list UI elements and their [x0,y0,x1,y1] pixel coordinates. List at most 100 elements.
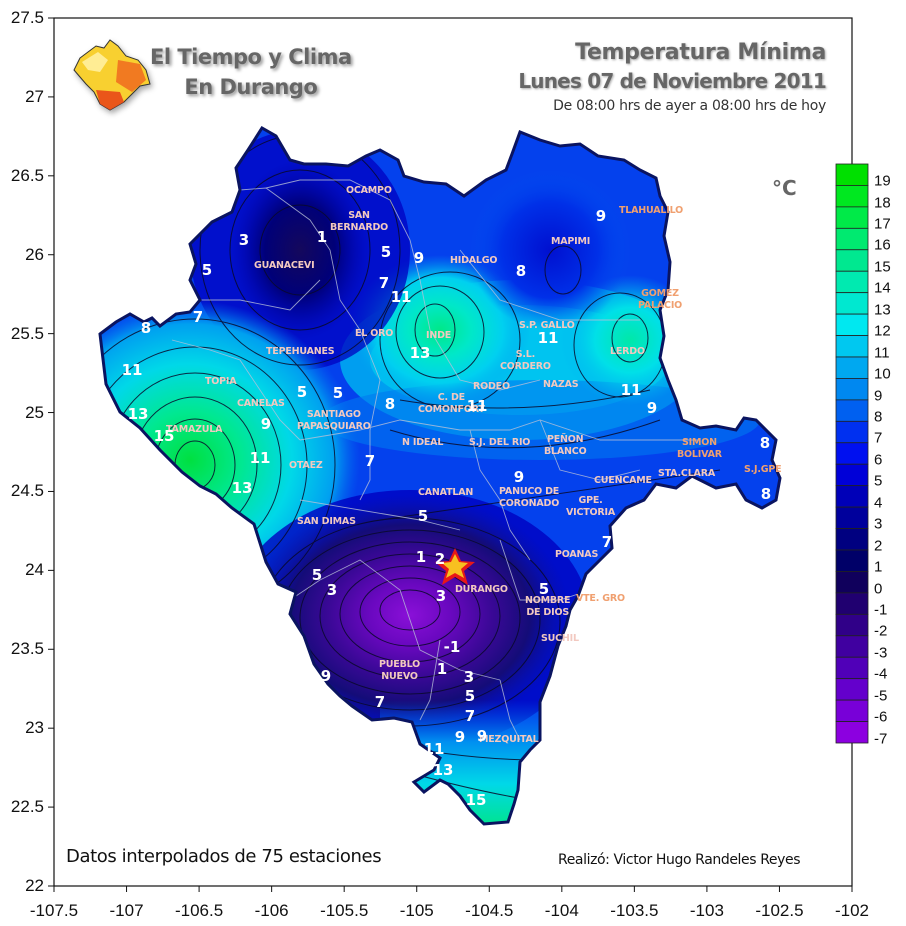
municipality-label: S.J. DEL RIO [469,437,531,448]
x-tick-label: -107 [109,901,144,920]
municipality-label: STA.CLARA [658,468,715,479]
durango-capital-star-icon [435,548,475,585]
colorbar-label: 10 [874,365,891,383]
contour-value-label: 3 [326,581,338,599]
y-tick-label: 26 [25,244,44,264]
colorbar-label: 3 [874,515,883,533]
municipality-label: GOMEZ PALACIO [638,288,683,311]
colorbar-label: 5 [874,472,883,490]
colorbar-swatch [835,356,869,379]
colorbar-label: 14 [874,279,891,297]
contour-value-label: 13 [127,405,149,423]
municipality-label: SANTIAGO PAPASQUIARO [297,409,371,432]
contour-value-label: 5 [464,687,476,705]
x-tick-label: -103.5 [610,901,659,920]
y-tick-label: 23 [25,718,44,738]
colorbar-swatch [835,249,869,272]
municipality-label: PUEBLO NUEVO [379,659,420,682]
municipality-label: SUCHIL [541,633,579,644]
y-tick-label: 22 [25,876,44,895]
contour-value-label: 3 [238,231,250,249]
contour-value-label: 7 [464,707,476,725]
contour-value-label: 7 [601,533,613,551]
colorbar-swatch [835,571,869,594]
contour-value-label: 15 [465,791,487,809]
contour-value-label: 5 [538,580,550,598]
municipality-label: NOMBRE DE DIOS [525,595,571,618]
colorbar-swatch [835,721,869,744]
colorbar-swatch [835,206,869,229]
contour-value-label: 11 [121,361,143,379]
colorbar-swatch [835,163,869,186]
colorbar-label: 9 [874,387,883,405]
contour-value-label: 7 [364,452,376,470]
y-tick-label: 24 [25,560,44,580]
colorbar-label: 12 [874,322,891,340]
contour-value-label: 8 [384,395,396,413]
municipality-label: CUENCAME [594,475,652,486]
colorbar-swatch [835,678,869,701]
colorbar-swatch [835,420,869,444]
contour-value-label: 8 [759,434,771,452]
colorbar-swatch [835,463,869,487]
x-tick-label: -105.5 [320,901,369,920]
colorbar-label: -2 [874,622,888,640]
municipality-label: S.J.GPE [744,464,782,475]
municipality-label: EL ORO [355,328,394,339]
colorbar-label: 1 [874,558,883,576]
contour-value-label: 5 [201,261,213,279]
colorbar-label: 0 [874,580,883,598]
municipality-label: OCAMPO [346,185,392,196]
municipality-label: N IDEAL [402,437,444,448]
municipality-label: NAZAS [543,379,579,390]
logo-line-2: En Durango [184,75,318,99]
colorbar-label: 17 [874,215,891,233]
municipality-label: TOPIA [205,376,237,387]
colorbar-label: -4 [874,665,888,683]
contour-value-label: 8 [760,485,772,503]
municipality-label: CANATLAN [418,487,474,498]
municipality-label: CANELAS [237,398,285,409]
municipality-label: GUANACEVI [254,260,315,271]
y-tick-label: 24.5 [10,481,44,501]
chart-title: Temperatura Mínima [575,40,826,65]
contour-value-label: 13 [409,344,431,362]
colorbar-swatch [835,506,869,529]
colorbar-label: 18 [874,194,891,212]
municipality-label: SIMON BOLIVAR [677,437,722,460]
contour-value-label: 1 [316,228,328,246]
contour-value-label: 1 [436,660,448,678]
colorbar-swatch [835,592,869,615]
municipality-label: TEPEHUANES [266,346,335,357]
colorbar-swatch [835,699,869,722]
temperature-field [100,128,780,824]
chart-date: Lunes 07 de Noviembre 2011 [518,69,826,93]
colorbar-swatch [835,185,869,208]
contour-value-label: 7 [374,693,386,711]
colorbar-swatch [835,613,869,637]
contour-value-label: 2 [434,550,446,568]
x-tick-label: -105 [399,901,434,920]
contour-value-label: 5 [417,507,429,525]
x-tick-label: -102 [834,901,870,920]
contour-value-label: 11 [249,449,271,467]
colorbar-label: -5 [874,687,888,705]
y-tick-label: 27 [25,86,44,106]
x-tick-label: -104.5 [465,901,514,920]
colorbar-swatch [835,399,869,422]
x-tick-label: -107.5 [29,901,79,920]
municipality-label: VTE. GRO [576,593,625,604]
municipality-label: RODEO [473,381,510,392]
colorbar-label: 15 [874,258,891,276]
colorbar-label: 8 [874,408,883,426]
contour-value-label: 9 [476,727,488,745]
municipality-label: MEZQUITAL [479,734,539,745]
chart-title-block: Temperatura Mínima Lunes 07 de Noviembre… [518,40,826,114]
contour-value-label: 9 [513,468,525,486]
contour-value-label: 11 [466,397,488,415]
contour-value-label: 5 [296,383,308,401]
municipality-label: SAN DIMAS [297,516,356,527]
colorbar [835,163,869,744]
colorbar-swatch [835,313,869,336]
